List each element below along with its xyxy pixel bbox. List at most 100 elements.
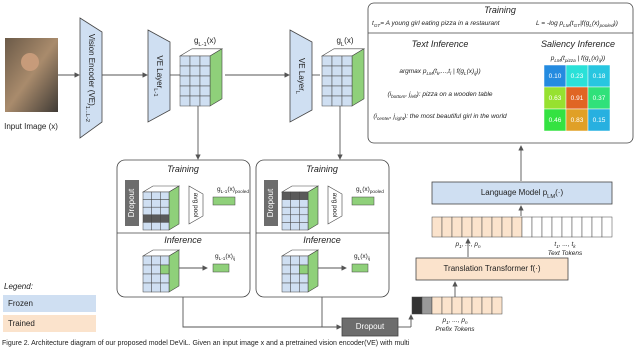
label: Trained (8, 319, 35, 328)
cube-cell (160, 206, 170, 216)
panel-dropout (264, 180, 278, 226)
cube-cell (142, 255, 152, 266)
panel-dropout-label: Dropout (127, 188, 136, 217)
cube-cell (179, 75, 191, 87)
cube-cell (299, 255, 309, 266)
legend-trained (3, 315, 96, 332)
prefix-token (441, 296, 453, 315)
cube-cell (321, 65, 333, 77)
label: Vision Encoder (VE)1...L-2 (84, 34, 95, 122)
label: Dropout (356, 322, 385, 331)
cube-cell (281, 273, 291, 284)
token (541, 216, 553, 238)
cube-cell (321, 55, 333, 67)
token (491, 216, 503, 238)
cube-cell (281, 191, 291, 200)
cube-cell (160, 214, 170, 223)
label: Saliency Inference (541, 39, 615, 49)
token (481, 216, 493, 238)
panel-inference-title: Inference (303, 235, 341, 245)
cube-cell (299, 222, 309, 231)
token (501, 216, 513, 238)
cube-cell (179, 55, 191, 67)
panel-inference-title: Inference (164, 235, 202, 245)
cube-cell (290, 273, 300, 284)
cube-cell (151, 222, 161, 231)
pool (188, 185, 204, 225)
cube-cell (142, 264, 152, 275)
cube-cell (290, 255, 300, 266)
label: VE LayerL (294, 58, 305, 94)
cube-cell (151, 214, 161, 223)
cube-cell (341, 55, 353, 67)
cube-cell (160, 199, 170, 208)
token-row (431, 216, 613, 238)
cube-cell (341, 75, 353, 87)
cube-cell (281, 282, 291, 293)
cube-cell (142, 282, 152, 293)
cube-cell (199, 85, 211, 97)
panel-dropout (125, 180, 139, 226)
panel-training-title: Training (306, 164, 338, 174)
pooled-label: gL(x)pooled (356, 186, 384, 194)
label: (icenter, jright): the most beautiful gi… (373, 113, 507, 121)
token (471, 216, 483, 238)
cube-side (307, 185, 319, 231)
cube-cell (299, 264, 309, 275)
token (551, 216, 563, 238)
cube-cell (189, 75, 201, 87)
cube-cell (160, 255, 170, 266)
label: Frozen (8, 299, 33, 308)
connector (182, 297, 342, 330)
token (461, 216, 473, 238)
image-face (21, 53, 39, 71)
saliency-cell (587, 108, 611, 132)
cube-cell (299, 214, 309, 223)
label: Training (484, 5, 516, 15)
cube-cell (179, 65, 191, 77)
cube-cell (331, 85, 343, 97)
label: gL-1(x) (194, 36, 216, 47)
prefix-token (481, 296, 493, 315)
feature-cubes (178, 48, 366, 107)
cube-cell (299, 273, 309, 284)
cube-cell (142, 199, 152, 208)
cube-cell (290, 199, 300, 208)
label: Text Tokens (548, 250, 583, 257)
prefix-token (471, 296, 483, 315)
ve-layer-l (289, 29, 313, 123)
cube-cell (281, 222, 291, 231)
cube-cell (341, 65, 353, 77)
saliency-value: 0.91 (571, 95, 584, 102)
prefix-row (411, 296, 503, 315)
prefix-token (451, 296, 463, 315)
cube-cell (160, 282, 170, 293)
cube-cell (151, 282, 161, 293)
label: Translation Transformer f(·) (443, 264, 540, 273)
saliency-value: 0.37 (593, 95, 606, 102)
label: Text Inference (412, 39, 469, 49)
language-model (431, 181, 613, 205)
token (451, 216, 463, 238)
cube-cell (189, 85, 201, 97)
cube-cell (321, 75, 333, 87)
input-image-label: Input Image (x) (4, 122, 58, 131)
cube-side (168, 185, 180, 231)
label: argmax pLM(tk,...,tl | f(gL(x)ij)) (399, 68, 480, 76)
cube-cell (331, 55, 343, 67)
cube-cell (290, 206, 300, 216)
cube-side (168, 249, 180, 293)
cube-cell (199, 75, 211, 87)
cube-cell (151, 255, 161, 266)
saliency-value: 0.83 (571, 117, 584, 124)
cube-cell (331, 65, 343, 77)
cube-cell (281, 255, 291, 266)
cube-cell (281, 206, 291, 216)
pool (327, 185, 343, 225)
ve-layer-l1 (147, 29, 171, 123)
cube-cell (199, 95, 211, 107)
label: VE LayerL-1 (152, 55, 163, 96)
cube-cell (290, 191, 300, 200)
saliency-map: 0.10 0.23 0.18 0.63 0.91 0.37 0.46 0.83 0.15 (543, 64, 611, 132)
label: p1, ..., pn (454, 241, 480, 249)
